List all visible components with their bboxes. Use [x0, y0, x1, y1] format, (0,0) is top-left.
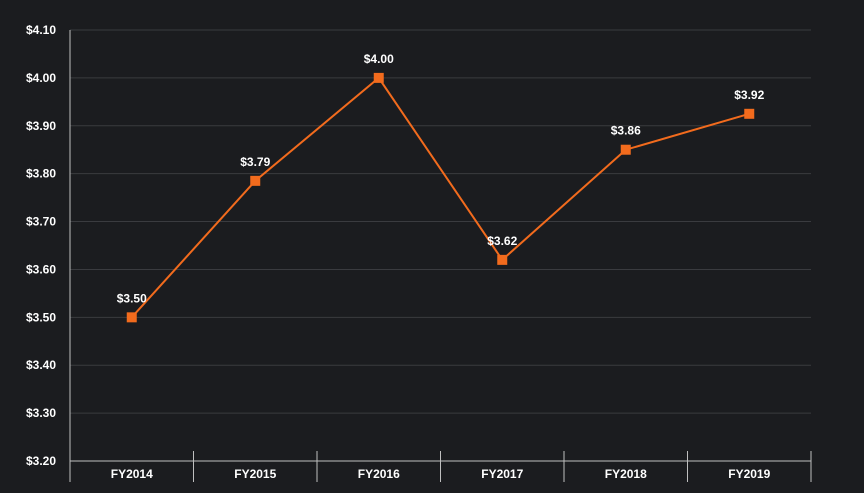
data-label: $4.00 — [364, 52, 394, 66]
data-point-marker — [250, 176, 260, 186]
x-tick-label: FY2019 — [728, 467, 770, 481]
y-tick-label: $3.70 — [26, 215, 56, 229]
data-point-marker — [497, 255, 507, 265]
x-tick-label: FY2017 — [481, 467, 523, 481]
x-tick-label: FY2015 — [234, 467, 276, 481]
data-point-marker — [374, 73, 384, 83]
y-tick-label: $3.80 — [26, 167, 56, 181]
y-tick-label: $4.00 — [26, 71, 56, 85]
y-tick-label: $3.30 — [26, 406, 56, 420]
y-tick-label: $4.10 — [26, 23, 56, 37]
x-tick-label: FY2018 — [605, 467, 647, 481]
y-tick-label: $3.50 — [26, 310, 56, 324]
data-label: $3.62 — [487, 234, 517, 248]
data-point-marker — [127, 312, 137, 322]
x-tick-label: FY2016 — [358, 467, 400, 481]
data-label: $3.79 — [240, 155, 270, 169]
x-tick-label: FY2014 — [111, 467, 153, 481]
data-label: $3.92 — [734, 88, 764, 102]
y-tick-label: $3.20 — [26, 454, 56, 468]
y-tick-label: $3.40 — [26, 358, 56, 372]
data-label: $3.50 — [117, 291, 147, 305]
data-point-marker — [744, 109, 754, 119]
y-tick-label: $3.90 — [26, 119, 56, 133]
data-label: $3.86 — [611, 124, 641, 138]
data-point-marker — [621, 145, 631, 155]
y-tick-label: $3.60 — [26, 262, 56, 276]
